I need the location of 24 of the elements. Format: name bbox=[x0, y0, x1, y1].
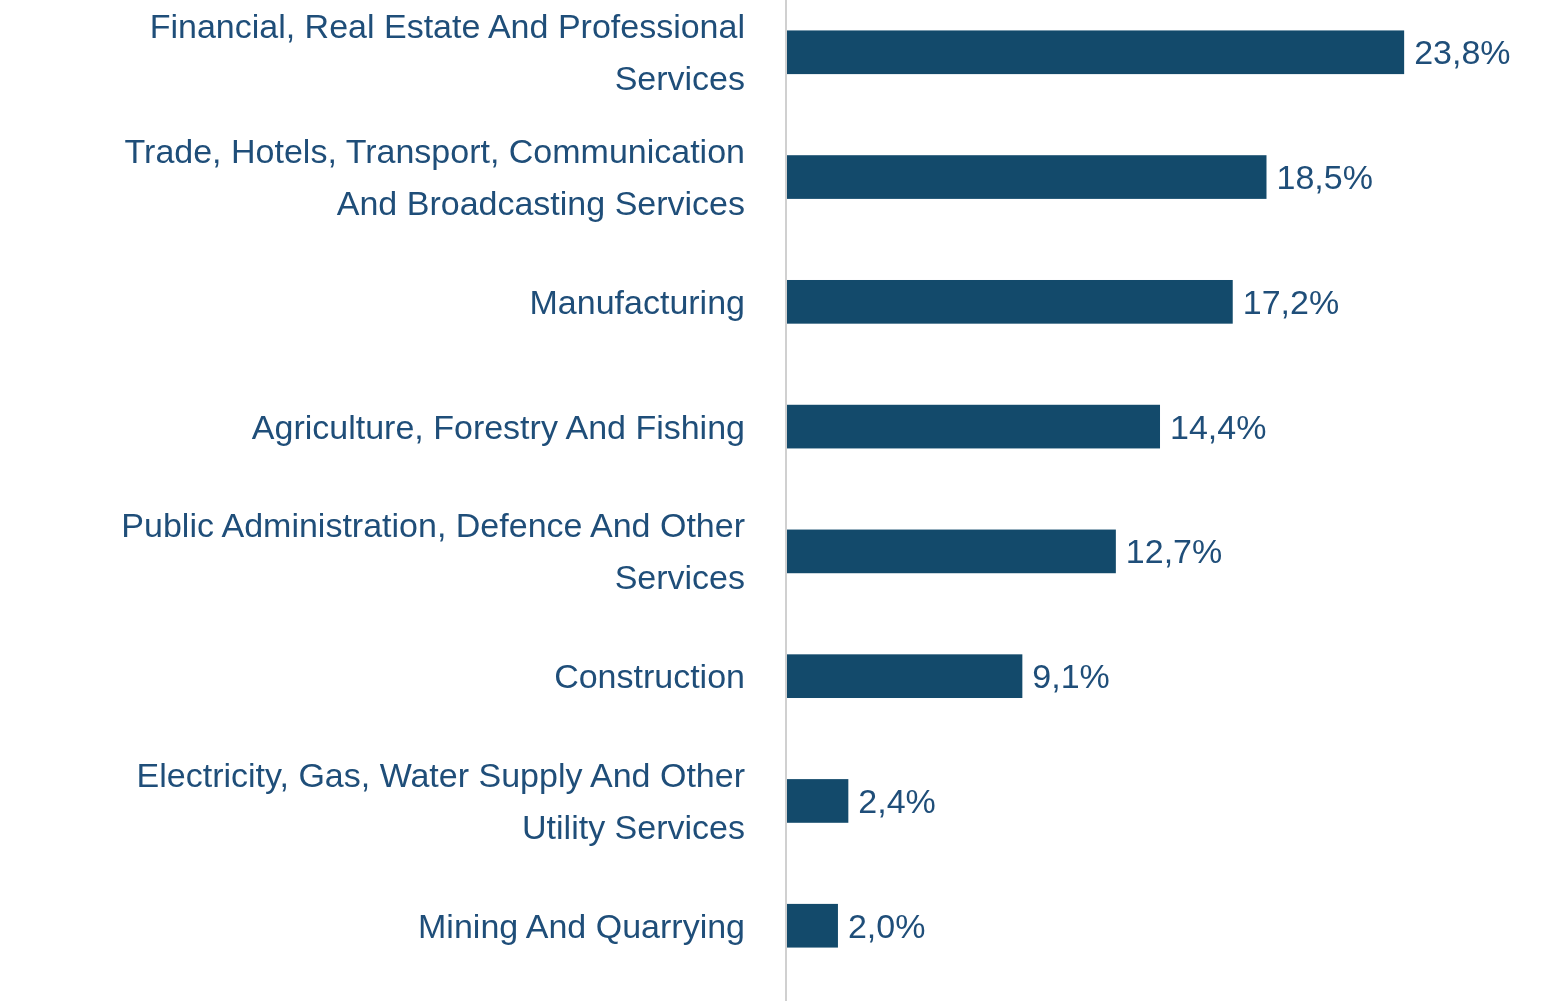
data-label: 14,4% bbox=[1170, 407, 1267, 446]
y-tick-label: Mining And Quarrying bbox=[418, 906, 745, 945]
bar bbox=[786, 654, 1023, 699]
data-label: 23,8% bbox=[1414, 33, 1511, 72]
data-label: 12,7% bbox=[1125, 532, 1223, 571]
y-tick-label: Electricity, Gas, Water Supply And Other Utility Services bbox=[136, 755, 745, 846]
bar bbox=[786, 155, 1267, 199]
y-tick-label: Manufacturing bbox=[529, 282, 745, 321]
bar bbox=[786, 30, 1405, 75]
y-tick-label: Public Administration, Defence And Other Services bbox=[121, 506, 745, 597]
y-tick-label: Agriculture, Forestry And Fishing bbox=[251, 407, 745, 446]
y-tick-label: Construction bbox=[554, 657, 745, 696]
bar bbox=[786, 779, 849, 823]
data-label: 17,2% bbox=[1242, 282, 1340, 321]
y-tick-label: Financial, Real Estate And Professional Services bbox=[149, 7, 745, 98]
data-label: 9,1% bbox=[1032, 657, 1110, 696]
bar bbox=[786, 903, 838, 948]
data-label: 18,5% bbox=[1276, 157, 1373, 196]
data-label: 2,4% bbox=[858, 781, 936, 820]
bar bbox=[786, 404, 1161, 449]
data-label: 2,0% bbox=[847, 906, 926, 945]
bar bbox=[786, 279, 1233, 324]
y-tick-label: Trade, Hotels, Transport, Communication And Broadcasting Services bbox=[124, 131, 745, 222]
bar bbox=[786, 529, 1116, 574]
